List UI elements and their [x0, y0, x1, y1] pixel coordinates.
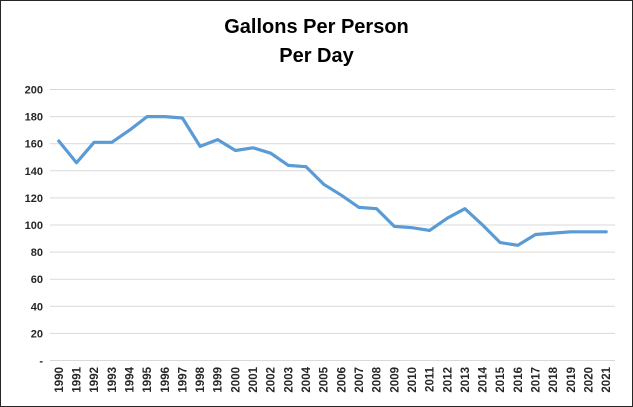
x-tick-label: 1994 [124, 366, 136, 392]
y-tick-label: 100 [25, 220, 43, 232]
x-tick-label: 2013 [460, 367, 472, 393]
x-tick-label: 1997 [177, 367, 189, 393]
x-tick-label: 2017 [531, 367, 543, 393]
chart-title: Gallons Per Person Per Day [1, 13, 632, 71]
x-tick-label: 2007 [354, 367, 366, 393]
x-tick-label: 2002 [266, 367, 278, 393]
y-tick-label: 200 [25, 85, 43, 97]
x-tick-label: 2021 [601, 366, 613, 392]
x-tick-label: 2012 [442, 367, 454, 393]
x-tick-label: 2015 [495, 366, 507, 392]
x-tick-label: 2020 [584, 367, 596, 393]
x-tick-label: 2014 [478, 366, 490, 392]
x-tick-label: 2016 [513, 367, 525, 393]
x-tick-label: 2010 [407, 367, 419, 393]
x-tick-label: 1993 [107, 367, 119, 393]
y-tick-label: 120 [25, 193, 43, 205]
x-tick-label: 2008 [372, 366, 384, 392]
x-tick-label: 2001 [248, 366, 260, 392]
x-tick-label: 2019 [566, 367, 578, 393]
x-tick-label: 1992 [89, 367, 101, 393]
y-tick-label: 80 [31, 247, 43, 259]
x-tick-label: 1996 [160, 367, 172, 393]
data-line-series [57, 114, 608, 247]
x-tick-label: 1991 [71, 366, 83, 392]
chart-title-line-1: Gallons Per Person [224, 16, 409, 38]
chart-title-line-2: Per Day [279, 45, 354, 67]
x-tick-label: 1990 [54, 367, 66, 393]
x-tick-label: 1999 [213, 367, 225, 393]
x-tick-label: 2011 [425, 366, 437, 392]
x-tick-label: 2003 [283, 367, 295, 393]
x-tick-label: 2000 [230, 367, 242, 393]
y-tick-label: - [39, 356, 43, 368]
y-tick-label: 160 [25, 139, 43, 151]
x-tick-label: 2004 [301, 366, 313, 392]
x-tick-label: 1995 [142, 366, 154, 392]
y-tick-label: 180 [25, 112, 43, 124]
y-tick-label: 40 [31, 301, 43, 313]
x-tick-label: 2006 [336, 367, 348, 393]
y-tick-label: 60 [31, 274, 43, 286]
y-tick-label: 140 [25, 166, 43, 178]
x-tick-label: 2009 [389, 367, 401, 393]
x-tick-label: 2018 [548, 366, 560, 392]
y-tick-label: 20 [31, 328, 43, 340]
x-tick-label: 2005 [319, 366, 331, 392]
x-tick-label: 1998 [195, 366, 207, 392]
